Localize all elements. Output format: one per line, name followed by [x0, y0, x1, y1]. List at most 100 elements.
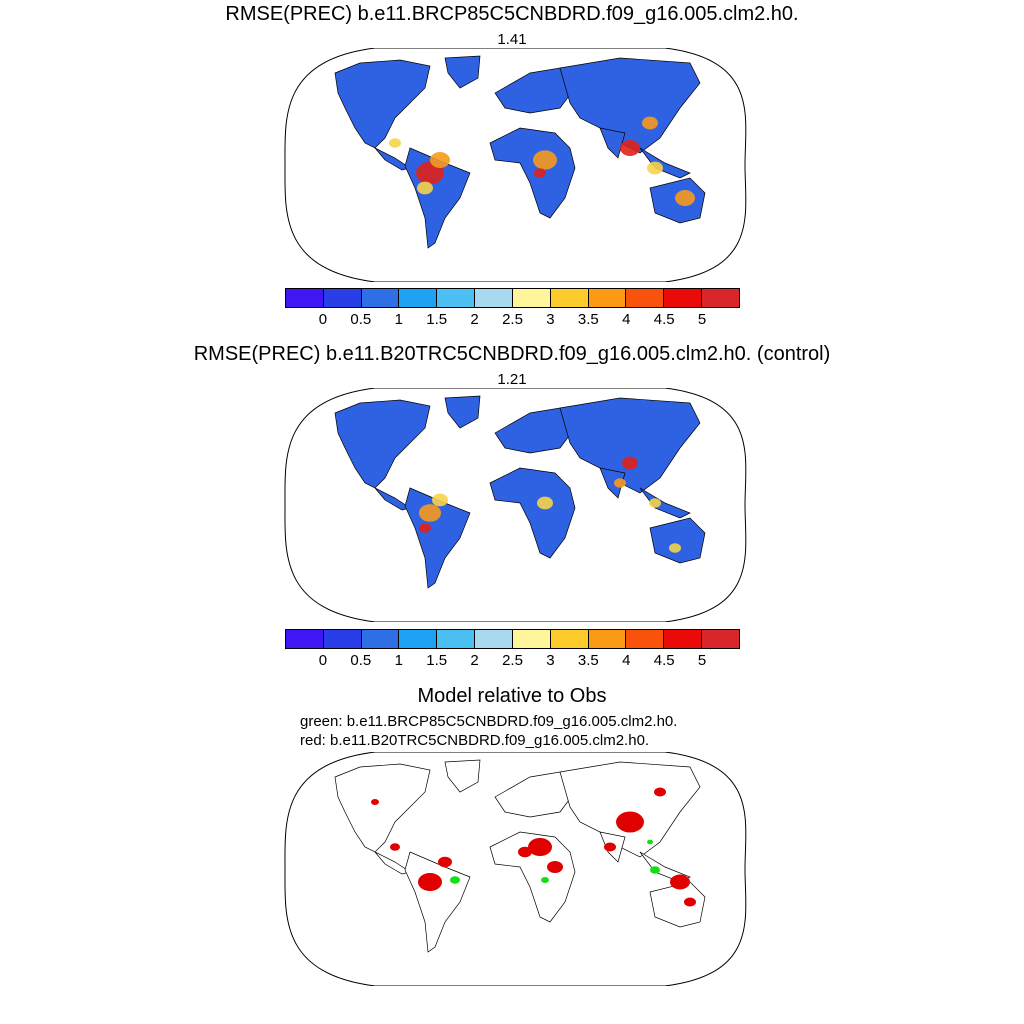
worse-region [418, 873, 442, 891]
colorbar-tick-label: 4 [622, 311, 631, 328]
colorbar-box [550, 289, 589, 307]
colorbar-box [588, 289, 627, 307]
continent-africa [489, 127, 576, 219]
error-hotspot [537, 496, 553, 510]
worse-region [390, 843, 400, 851]
continent-africa [489, 831, 576, 923]
continent-north-america [334, 59, 431, 149]
colorbar-tick-label: 0.5 [350, 311, 372, 328]
continent-europe [494, 67, 576, 114]
continent-asia [559, 397, 701, 494]
continent-greenland [444, 759, 481, 793]
colorbar-tick-label: 3 [546, 652, 555, 669]
panel2-title: RMSE(PREC) b.e11.B20TRC5CNBDRD.f09_g16.0… [193, 343, 831, 365]
panel3-better-regions [450, 839, 660, 884]
continent-europe [494, 407, 576, 454]
worse-region [654, 787, 666, 797]
colorbar-tick-label: 3 [546, 311, 555, 328]
worse-region [616, 811, 644, 833]
colorbar-tick-label: 0 [318, 652, 328, 669]
worse-region [528, 838, 552, 856]
panel1-global-value: 1.41 [497, 31, 527, 48]
error-hotspot [642, 116, 658, 130]
colorbar-box [361, 289, 400, 307]
colorbar-tick-label: 1.5 [426, 311, 448, 328]
panel2-landmasses [334, 395, 706, 589]
colorbar-box [475, 289, 513, 307]
panel1-landmasses [334, 55, 706, 249]
continent-asia [559, 57, 701, 154]
error-hotspot [669, 543, 681, 553]
panel1-title: RMSE(PREC) b.e11.BRCP85C5CNBDRD.f09_g16.… [225, 3, 799, 25]
panel3-map [284, 752, 747, 986]
panel2-global-value: 1.21 [497, 371, 527, 388]
colorbar-tick-label: 3.5 [577, 652, 599, 669]
colorbar-box [702, 289, 739, 307]
colorbar-box [361, 630, 400, 648]
colorbar-box [588, 630, 627, 648]
colorbar-box [286, 630, 324, 648]
colorbar-tick-label: 0.5 [350, 652, 372, 669]
error-hotspot [419, 523, 431, 533]
colorbar-tick-label: 2 [470, 311, 479, 328]
colorbar-box [626, 289, 665, 307]
panel2-map [284, 388, 747, 622]
colorbar-tick-label: 2.5 [502, 652, 523, 669]
colorbar-tick-label: 0 [318, 311, 328, 328]
worse-region [684, 897, 696, 907]
continent-india [599, 467, 626, 499]
error-hotspot [389, 138, 401, 148]
error-hotspot [620, 140, 640, 156]
worse-region [371, 799, 379, 805]
error-hotspot [647, 161, 663, 175]
panel3-red-note: red: b.e11.B20TRC5CNBDRD.f09_g16.005.clm… [300, 732, 650, 749]
panel3-green-note: green: b.e11.BRCP85C5CNBDRD.f09_g16.005.… [300, 713, 678, 730]
panel1-colorbar-labels: 0 0.5 1 1.5 2 2.5 3 3.5 4 4.5 5 [0, 311, 1024, 331]
colorbar-tick-label: 3.5 [577, 311, 599, 328]
error-hotspot [675, 190, 695, 206]
continent-north-america [334, 399, 431, 489]
error-hotspot [622, 456, 638, 470]
colorbar-box [475, 630, 513, 648]
panel1-map [284, 48, 747, 282]
colorbar-tick-label: 4.5 [653, 652, 675, 669]
colorbar-tick-label: 1.5 [426, 652, 448, 669]
worse-region [547, 861, 563, 873]
colorbar-tick-label: 2.5 [502, 311, 523, 328]
colorbar-box [399, 630, 438, 648]
colorbar-box [702, 630, 739, 648]
error-hotspot [419, 504, 441, 522]
colorbar-box [323, 289, 362, 307]
error-hotspot [417, 181, 433, 195]
colorbar-tick-label: 4 [622, 652, 631, 669]
colorbar-box [323, 630, 362, 648]
colorbar-box [664, 630, 703, 648]
error-hotspot [432, 493, 448, 507]
error-hotspot [533, 150, 557, 170]
colorbar-box [286, 289, 324, 307]
better-region [450, 876, 460, 884]
worse-region [518, 846, 532, 858]
continent-europe [494, 771, 576, 818]
colorbar-tick-label: 1 [394, 652, 403, 669]
colorbar-tick-label: 5 [697, 311, 707, 328]
better-region [650, 866, 660, 874]
continent-africa [489, 467, 576, 559]
error-hotspot [649, 498, 661, 508]
colorbar-box [550, 630, 589, 648]
panel3-worse-regions [371, 787, 696, 907]
worse-region [438, 856, 452, 868]
worse-region [604, 842, 616, 852]
continent-greenland [444, 395, 481, 429]
panel3-title: Model relative to Obs [417, 685, 607, 707]
colorbar-tick-label: 5 [697, 652, 707, 669]
continent-india [599, 127, 626, 159]
colorbar-tick-label: 1 [394, 311, 403, 328]
error-hotspot [614, 478, 626, 488]
panel3-landmasses [334, 759, 706, 953]
worse-region [670, 874, 690, 890]
error-hotspot [430, 152, 450, 168]
error-hotspot [534, 168, 546, 178]
colorbar-box [664, 289, 703, 307]
panel2-colorbar-labels: 0 0.5 1 1.5 2 2.5 3 3.5 4 4.5 5 [0, 652, 1024, 672]
